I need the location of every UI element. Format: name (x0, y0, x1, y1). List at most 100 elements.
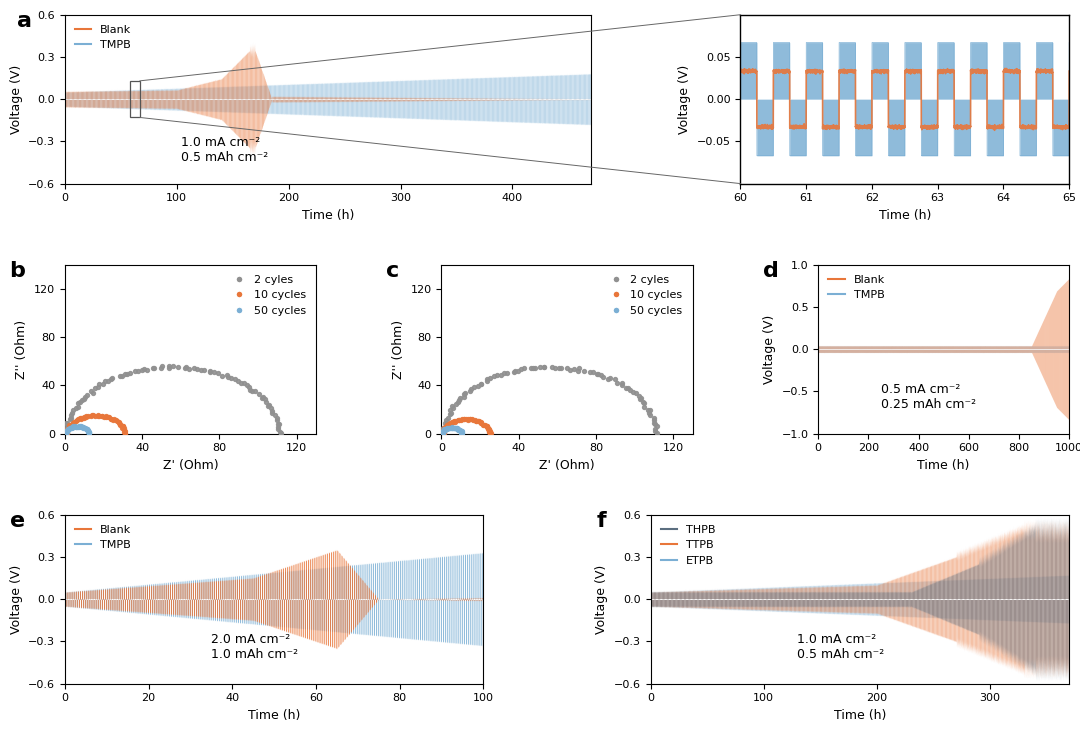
Point (62, 422, 79, 434)
Point (443, 422, 460, 434)
Point (482, 425, 499, 437)
Point (264, 407, 281, 419)
Point (461, 414, 478, 426)
Point (434, 428, 451, 440)
Point (80, 427, 97, 439)
Point (75, 423, 92, 434)
Text: 0.5 mA cm⁻²
0.25 mAh cm⁻²: 0.5 mA cm⁻² 0.25 mAh cm⁻² (881, 383, 976, 411)
Point (631, 390, 648, 401)
Point (478, 420, 496, 432)
Point (470, 415, 487, 426)
Point (632, 393, 649, 405)
Point (57, 426, 75, 437)
Point (512, 363, 529, 375)
Point (242, 384, 259, 395)
Point (478, 375, 496, 387)
Point (259, 400, 276, 412)
Point (58, 417, 76, 429)
Point (62, 413, 79, 425)
Point (269, 423, 286, 435)
Y-axis label: Z'' (Ohm): Z'' (Ohm) (392, 320, 405, 379)
Point (62, 409, 79, 420)
Point (76, 422, 93, 434)
Point (59, 423, 77, 435)
Point (434, 426, 451, 438)
Point (436, 421, 454, 433)
Point (73, 421, 91, 433)
Point (80, 410, 97, 422)
Point (620, 383, 637, 395)
Point (441, 409, 458, 420)
Point (116, 423, 133, 434)
Point (130, 365, 147, 376)
Point (627, 387, 645, 399)
Point (138, 365, 156, 376)
Point (453, 426, 470, 438)
Point (63, 422, 80, 434)
Point (480, 423, 497, 434)
Point (438, 423, 456, 434)
Point (95, 411, 112, 423)
Point (60, 420, 78, 432)
Point (240, 381, 257, 393)
Point (103, 373, 120, 385)
Point (438, 419, 456, 431)
Point (531, 362, 549, 373)
Point (478, 421, 496, 433)
Point (437, 414, 455, 426)
Point (449, 396, 467, 408)
Point (71, 420, 89, 432)
Point (78, 410, 95, 422)
Point (447, 398, 464, 409)
Point (438, 419, 456, 431)
Point (444, 416, 461, 428)
Point (495, 367, 512, 379)
Y-axis label: Voltage (V): Voltage (V) (595, 564, 608, 634)
Point (436, 423, 454, 435)
Point (186, 362, 203, 374)
Point (459, 414, 476, 426)
Point (254, 392, 271, 404)
Point (435, 426, 453, 437)
Point (472, 378, 489, 390)
Point (457, 387, 474, 398)
Point (73, 394, 91, 406)
Legend: Blank, TMPB: Blank, TMPB (824, 270, 889, 305)
Point (91, 379, 108, 390)
Point (57, 426, 75, 437)
Point (646, 418, 663, 430)
Point (446, 415, 463, 427)
Point (608, 377, 625, 389)
Point (68, 421, 85, 433)
Point (80, 426, 97, 437)
Point (451, 424, 469, 436)
Point (256, 393, 273, 405)
Point (454, 426, 471, 438)
Point (635, 401, 652, 413)
Point (473, 417, 490, 429)
Point (475, 419, 492, 431)
Point (86, 410, 104, 422)
Point (66, 421, 83, 433)
Point (69, 414, 86, 426)
Point (435, 427, 453, 439)
X-axis label: Z' (Ohm): Z' (Ohm) (162, 459, 218, 472)
Point (60, 423, 78, 434)
Point (457, 413, 474, 425)
X-axis label: Time (h): Time (h) (918, 459, 970, 472)
Point (97, 410, 114, 422)
Point (59, 423, 77, 435)
Point (60, 423, 78, 434)
Legend: Blank, TMPB: Blank, TMPB (70, 520, 136, 555)
Point (481, 423, 498, 434)
Point (56, 420, 73, 431)
Point (117, 427, 134, 439)
Point (116, 424, 133, 436)
Legend: 2 cyles, 10 cycles, 50 cycles: 2 cyles, 10 cycles, 50 cycles (224, 270, 310, 320)
Point (177, 362, 194, 373)
Point (58, 427, 76, 439)
Point (453, 425, 470, 437)
Point (69, 421, 86, 433)
Point (449, 423, 467, 434)
Point (450, 423, 468, 435)
